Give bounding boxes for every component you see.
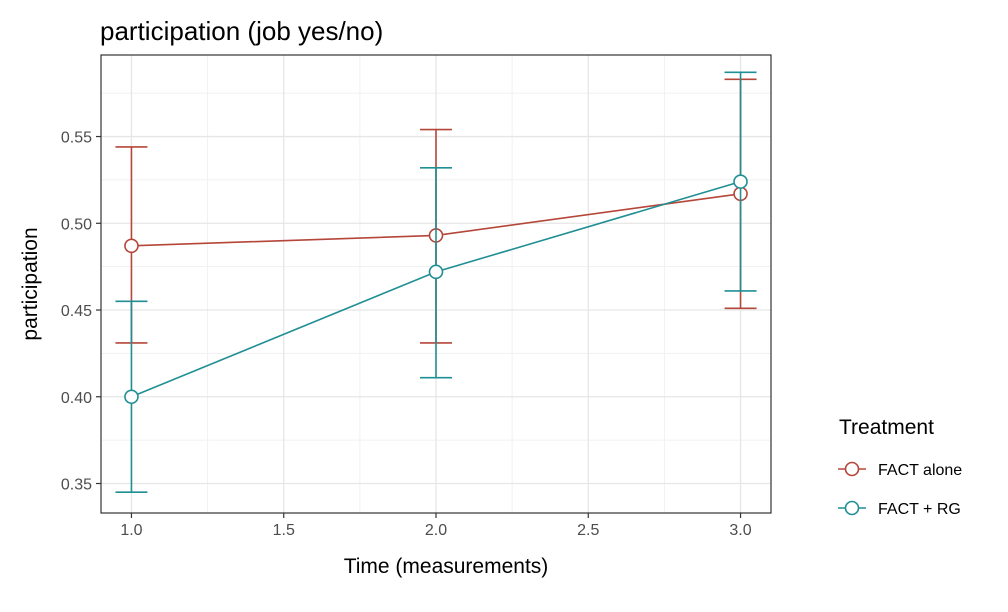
- x-tick-label: 2.0: [425, 522, 447, 539]
- legend-key-point: [844, 500, 860, 516]
- legend-key-point: [844, 461, 860, 477]
- y-tick-label: 0.50: [61, 216, 92, 233]
- x-tick-label: 2.5: [577, 522, 599, 539]
- legend-label: FACT + RG: [878, 501, 961, 518]
- x-tick-label: 1.5: [273, 522, 295, 539]
- legend-title: Treatment: [839, 416, 934, 439]
- x-tick-label: 3.0: [729, 522, 751, 539]
- y-tick-label: 0.45: [61, 303, 92, 320]
- y-tick-label: 0.55: [61, 130, 92, 147]
- data-point: [124, 238, 139, 254]
- y-axis: 0.35 0.40 0.45 0.50 0.55: [61, 130, 101, 494]
- legend: Treatment FACT alone FACT + RG: [838, 416, 962, 518]
- series-layer: [115, 71, 757, 493]
- series-fact-rg: [115, 71, 757, 493]
- chart-title: participation (job yes/no): [100, 16, 383, 46]
- x-axis: 1.0 1.5 2.0 2.5 3.0: [120, 513, 752, 539]
- y-tick-label: 0.35: [61, 477, 92, 494]
- legend-item-fact-alone: FACT alone: [838, 461, 962, 479]
- y-axis-title: participation: [19, 227, 42, 340]
- legend-item-fact-rg: FACT + RG: [838, 500, 961, 518]
- data-point: [428, 264, 444, 280]
- y-tick-label: 0.40: [61, 390, 92, 407]
- x-tick-label: 1.0: [120, 522, 142, 539]
- x-axis-title: Time (measurements): [344, 555, 549, 578]
- legend-label: FACT alone: [878, 462, 962, 479]
- data-point: [124, 389, 139, 405]
- data-point: [733, 174, 748, 189]
